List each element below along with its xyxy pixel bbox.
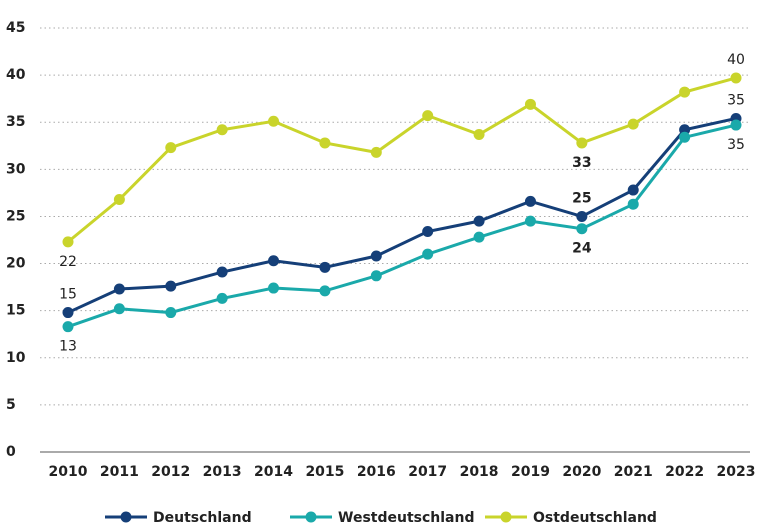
point bbox=[730, 72, 742, 84]
y-tick-label: 5 bbox=[6, 397, 16, 413]
x-tick-label: 2013 bbox=[203, 464, 242, 480]
y-tick-label: 40 bbox=[6, 67, 26, 83]
point bbox=[627, 118, 639, 130]
y-tick-label: 20 bbox=[6, 256, 26, 272]
data-label: 35 bbox=[727, 137, 745, 153]
point bbox=[165, 307, 177, 319]
x-tick-label: 2015 bbox=[305, 464, 344, 480]
point bbox=[113, 303, 125, 315]
point bbox=[62, 321, 74, 333]
point bbox=[422, 110, 434, 122]
point bbox=[679, 86, 691, 98]
point bbox=[679, 131, 691, 143]
point bbox=[473, 215, 485, 227]
point bbox=[627, 198, 639, 210]
y-tick-label: 10 bbox=[6, 350, 26, 366]
data-label: 35 bbox=[727, 92, 745, 108]
data-label: 33 bbox=[572, 155, 591, 171]
point bbox=[422, 226, 434, 238]
point bbox=[319, 285, 331, 297]
legend-label: Deutschland bbox=[153, 510, 252, 526]
point bbox=[62, 236, 74, 248]
x-tick-label: 2019 bbox=[511, 464, 550, 480]
point bbox=[268, 255, 280, 267]
point bbox=[524, 215, 536, 227]
legend-label: Westdeutschland bbox=[338, 510, 474, 526]
point bbox=[730, 119, 742, 131]
point bbox=[679, 124, 691, 136]
point bbox=[422, 248, 434, 260]
point bbox=[370, 146, 382, 158]
point bbox=[524, 195, 536, 207]
point bbox=[216, 124, 228, 136]
point bbox=[576, 223, 588, 235]
legend-marker bbox=[120, 511, 132, 523]
point bbox=[576, 137, 588, 149]
legend-marker bbox=[305, 511, 317, 523]
x-tick-label: 2017 bbox=[408, 464, 447, 480]
data-label: 40 bbox=[727, 52, 745, 68]
x-tick-label: 2011 bbox=[100, 464, 139, 480]
point bbox=[473, 128, 485, 140]
line bbox=[67, 116, 737, 314]
x-tick-label: 2023 bbox=[717, 464, 756, 480]
point bbox=[370, 250, 382, 262]
x-tick-label: 2022 bbox=[665, 464, 704, 480]
point bbox=[370, 270, 382, 282]
point bbox=[627, 184, 639, 196]
line bbox=[67, 76, 737, 244]
y-tick-label: 0 bbox=[6, 444, 16, 460]
point bbox=[473, 231, 485, 243]
data-label: 22 bbox=[59, 254, 77, 270]
x-tick-label: 2021 bbox=[614, 464, 653, 480]
x-tick-label: 2010 bbox=[49, 464, 88, 480]
point bbox=[62, 307, 74, 319]
data-label: 24 bbox=[572, 241, 592, 257]
line bbox=[67, 123, 737, 329]
point bbox=[268, 115, 280, 127]
point bbox=[165, 280, 177, 292]
point bbox=[576, 210, 588, 222]
point bbox=[524, 98, 536, 110]
x-tick-label: 2020 bbox=[562, 464, 601, 480]
legend-marker bbox=[500, 511, 512, 523]
x-tick-label: 2018 bbox=[460, 464, 499, 480]
legend-label: Ostdeutschland bbox=[533, 510, 657, 526]
point bbox=[319, 137, 331, 149]
point bbox=[113, 193, 125, 205]
point bbox=[216, 266, 228, 278]
y-tick-label: 25 bbox=[6, 208, 25, 224]
y-tick-label: 30 bbox=[6, 161, 26, 177]
point bbox=[113, 283, 125, 295]
point bbox=[268, 282, 280, 294]
y-tick-label: 15 bbox=[6, 303, 25, 319]
y-tick-label: 45 bbox=[6, 20, 25, 36]
x-tick-label: 2016 bbox=[357, 464, 396, 480]
point bbox=[216, 292, 228, 304]
point bbox=[319, 261, 331, 273]
x-tick-label: 2012 bbox=[151, 464, 190, 480]
data-label: 13 bbox=[59, 339, 77, 355]
point bbox=[165, 142, 177, 154]
data-label: 25 bbox=[572, 190, 591, 206]
x-tick-label: 2014 bbox=[254, 464, 293, 480]
data-label: 15 bbox=[59, 287, 77, 303]
y-tick-label: 35 bbox=[6, 114, 25, 130]
